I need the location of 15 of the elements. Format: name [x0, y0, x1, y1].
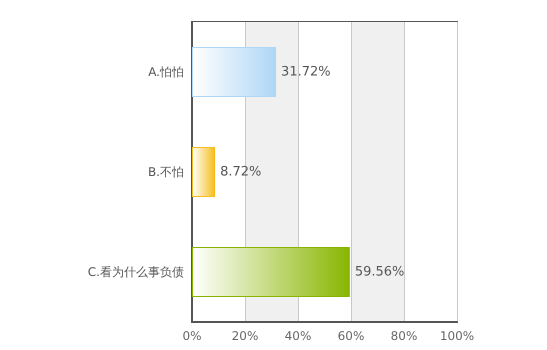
- y-tick-label: C.看为什么事负债: [88, 265, 184, 279]
- y-tick-label: A.怕怕: [148, 65, 184, 79]
- x-tick-label: 100%: [440, 329, 474, 343]
- y-tick-label: B.不怕: [148, 165, 184, 179]
- x-tick-label: 20%: [232, 329, 258, 343]
- x-tick-label: 60%: [338, 329, 364, 343]
- x-tick-label: 40%: [284, 329, 312, 343]
- data-label: 59.56%: [354, 264, 404, 280]
- bar: [192, 247, 350, 297]
- bar: [192, 147, 216, 197]
- x-tick-label: 80%: [390, 329, 418, 343]
- bar: [192, 47, 276, 97]
- x-tick-label: 0%: [182, 329, 202, 343]
- data-label: 31.72%: [281, 64, 331, 80]
- data-label: 8.72%: [220, 164, 262, 180]
